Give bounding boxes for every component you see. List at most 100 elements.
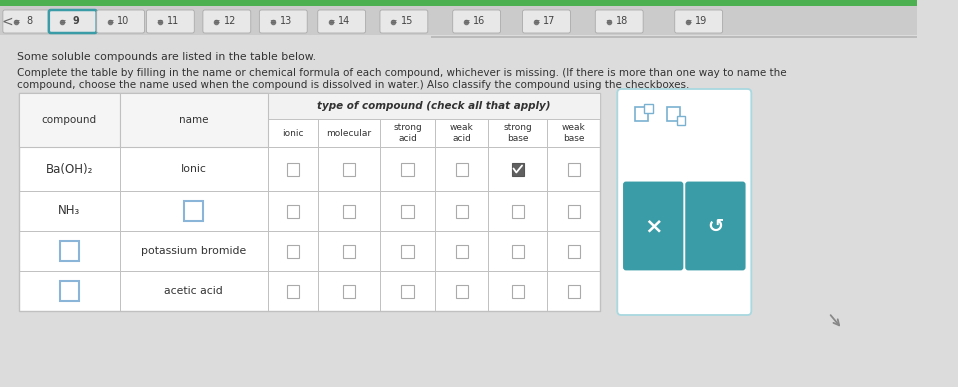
FancyBboxPatch shape [318,10,366,33]
Bar [512,163,524,175]
FancyBboxPatch shape [380,10,428,33]
Bar [401,245,414,257]
Bar [268,147,318,191]
Bar [489,147,547,191]
Bar [436,93,489,119]
Bar [456,163,468,175]
Bar [380,191,436,231]
Bar [268,271,318,311]
FancyBboxPatch shape [3,10,51,33]
Bar [547,231,600,271]
Bar [436,271,489,311]
Text: =: = [605,17,612,26]
FancyBboxPatch shape [617,89,751,315]
Text: 10: 10 [117,17,129,26]
Bar [343,245,355,257]
FancyBboxPatch shape [203,10,251,33]
Bar [0,0,917,6]
Text: =: = [269,17,276,26]
Text: =: = [13,17,19,26]
Text: 16: 16 [473,17,486,26]
Bar [567,284,580,298]
Text: 13: 13 [280,17,292,26]
Bar [120,271,268,311]
Text: =: = [157,17,163,26]
Bar [120,93,268,119]
Bar [380,147,436,191]
Bar [286,163,299,175]
Bar [644,104,652,113]
Bar [456,204,468,217]
Bar [567,163,580,175]
Bar [547,93,600,119]
Bar [318,147,380,191]
Bar [436,119,489,147]
Bar [19,93,120,119]
Bar [120,119,268,147]
Bar [489,93,547,119]
Bar [676,116,685,125]
Bar [343,163,355,175]
Bar [318,93,380,119]
Text: =: = [685,17,692,26]
Bar [19,93,120,119]
Text: 17: 17 [543,17,556,26]
Bar [19,191,120,231]
Bar [401,163,414,175]
Text: Ionic: Ionic [181,164,207,174]
Bar [318,231,380,271]
Bar [120,231,268,271]
FancyBboxPatch shape [147,10,194,33]
Bar [436,231,489,271]
FancyBboxPatch shape [623,182,683,271]
Text: ×: × [644,216,663,236]
Bar [120,93,268,119]
Bar [667,107,680,121]
Bar [343,204,355,217]
Text: =: = [390,17,397,26]
Bar [286,204,299,217]
FancyBboxPatch shape [59,241,79,261]
Text: compound: compound [42,115,97,125]
Bar [512,204,524,217]
Text: ↺: ↺ [707,216,723,235]
Bar [268,119,318,147]
Bar [19,271,120,311]
Text: 18: 18 [616,17,628,26]
Bar [436,191,489,231]
FancyBboxPatch shape [595,10,643,33]
Bar [567,204,580,217]
Bar [489,191,547,231]
Bar [120,119,268,147]
Bar [401,204,414,217]
Bar [489,271,547,311]
Text: weak
acid: weak acid [450,123,473,143]
Bar [19,119,120,147]
Text: =: = [213,17,219,26]
Text: =: = [328,17,334,26]
Text: ionic: ionic [282,128,304,137]
Text: weak
base: weak base [562,123,585,143]
Bar [547,191,600,231]
Bar [547,119,600,147]
Bar [380,271,436,311]
Bar [286,245,299,257]
Text: =: = [533,17,539,26]
FancyBboxPatch shape [674,10,722,33]
Text: 8: 8 [27,17,33,26]
Text: acetic acid: acetic acid [165,286,223,296]
Text: compound, choose the name used when the compound is dissolved in water.) Also cl: compound, choose the name used when the … [17,80,690,90]
Bar [380,231,436,271]
Bar [343,284,355,298]
Bar [268,93,318,119]
Text: type of compound (check all that apply): type of compound (check all that apply) [317,101,551,111]
Bar [268,93,600,119]
Bar [380,93,436,119]
Bar [19,93,600,311]
Bar [19,119,120,147]
FancyBboxPatch shape [184,201,203,221]
Bar [19,93,120,147]
Text: <: < [2,14,13,29]
Text: =: = [107,17,113,26]
Bar [120,191,268,231]
